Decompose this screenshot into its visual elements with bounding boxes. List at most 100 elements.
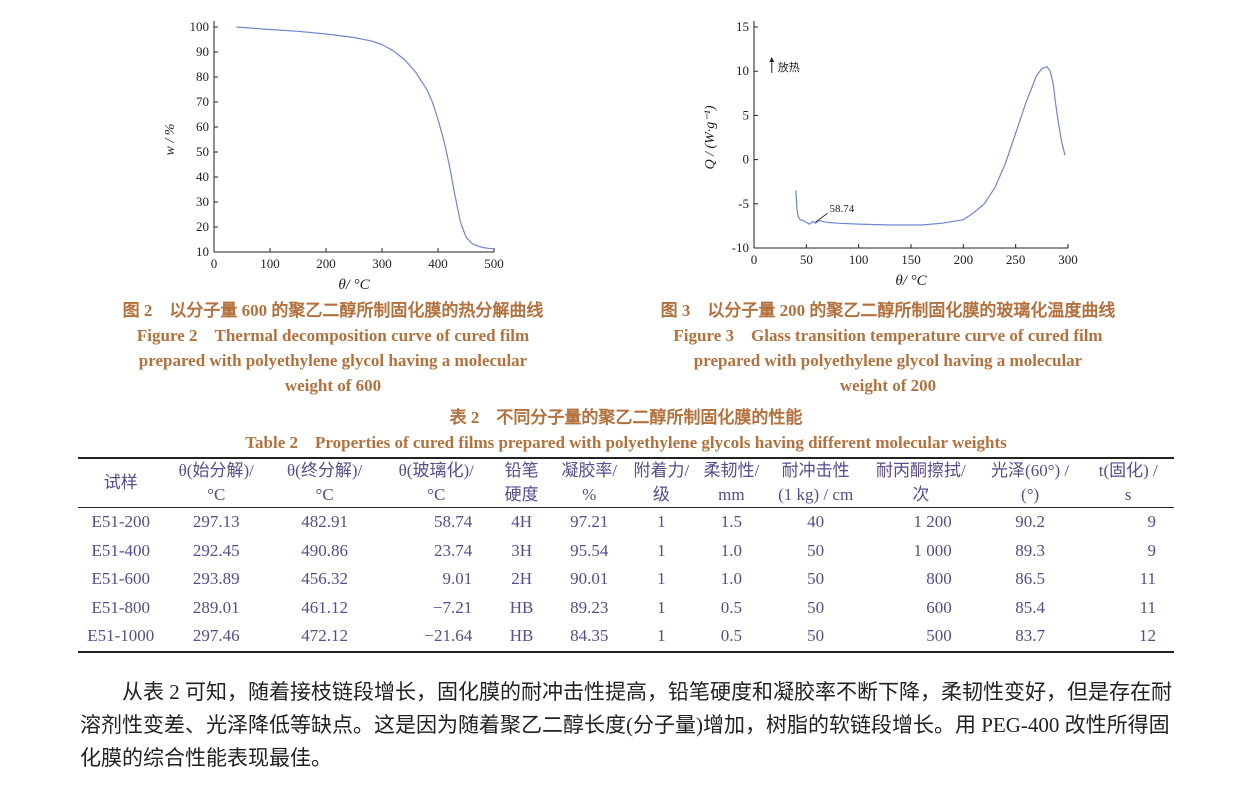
cell-hardness: 4H xyxy=(511,512,532,532)
cell-hardness: 2H xyxy=(511,569,532,589)
cell-onset: 293.89 xyxy=(192,569,240,589)
figure2-caption-en-line3: weight of 600 xyxy=(284,376,382,395)
cell-flexibility: 0.5 xyxy=(720,597,742,617)
table-row: E51-600 293.89 456.32 9.01 2H 90.01 1 1.… xyxy=(78,565,1174,594)
exotherm-arrowhead-icon xyxy=(769,56,775,62)
cell-acetone: 1 200 xyxy=(913,512,952,532)
body-paragraph: 从表 2 可知，随着接枝链段增长，固化膜的耐冲击性提高，铅笔硬度和凝胶率不断下降… xyxy=(80,676,1180,775)
x-axis-label: θ/ °C xyxy=(338,277,370,293)
cell-onset: 292.45 xyxy=(192,540,240,560)
cell-cure-time: 9 xyxy=(1147,540,1157,560)
cell-sample: E51-200 xyxy=(91,512,151,532)
cell-flexibility: 1.5 xyxy=(720,512,742,532)
cell-gloss: 90.2 xyxy=(1015,512,1045,532)
y-axis-label: Q / (W·g⁻¹) xyxy=(703,105,718,169)
x-tick-label: 200 xyxy=(316,256,336,271)
y-tick-label: 15 xyxy=(736,19,749,34)
cell-sample: E51-800 xyxy=(91,597,151,617)
cell-hardness: HB xyxy=(509,626,534,646)
cell-sample: E51-1000 xyxy=(87,626,155,646)
header-flexibility: 柔韧性/mm xyxy=(703,461,760,504)
cell-flexibility: 1.0 xyxy=(720,569,742,589)
cell-end: 490.86 xyxy=(301,540,348,560)
header-end-decomposition: θ(终分解)/°C xyxy=(287,461,363,504)
header-adhesion: 附着力/级 xyxy=(633,461,690,504)
y-tick-label: 10 xyxy=(736,63,749,78)
cell-adhesion: 1 xyxy=(657,597,666,617)
header-gel-rate: 凝胶率/% xyxy=(561,461,618,504)
cell-end: 472.12 xyxy=(301,626,348,646)
cell-flexibility: 1.0 xyxy=(720,540,742,560)
cell-tg: 23.74 xyxy=(434,540,473,560)
cell-gloss: 86.5 xyxy=(1015,569,1045,589)
cell-adhesion: 1 xyxy=(657,540,666,560)
x-tick-label: 150 xyxy=(901,252,921,267)
cell-onset: 297.13 xyxy=(192,512,240,532)
cell-adhesion: 1 xyxy=(657,569,666,589)
x-tick-label: 0 xyxy=(211,256,218,271)
table2-title: 表 2 不同分子量的聚乙二醇所制固化膜的性能 Table 2 Propertie… xyxy=(78,405,1174,455)
y-tick-label: 70 xyxy=(196,94,209,109)
figure2-caption-en-line1: Figure 2 Thermal decomposition curve of … xyxy=(136,326,530,345)
x-tick-label: 0 xyxy=(751,252,758,267)
table-header-row: 试样 θ(始分解)/°C θ(终分解)/°C θ(玻璃化)/°C 铅笔 硬度 凝胶… xyxy=(78,458,1174,508)
cell-cure-time: 12 xyxy=(1139,626,1156,646)
cell-gel: 84.35 xyxy=(570,626,609,646)
thermal-decomposition-chart: 0 100 200 300 400 500 10 20 30 40 50 60 70 80 90 100 θ/ … xyxy=(163,19,504,293)
cell-impact: 50 xyxy=(807,597,825,617)
x-axis-label: θ/ °C xyxy=(895,273,927,289)
cell-tg: −7.21 xyxy=(432,597,473,617)
cell-onset: 289.01 xyxy=(192,597,240,617)
table2-title-cn: 表 2 不同分子量的聚乙二醇所制固化膜的性能 xyxy=(449,408,803,427)
cell-end: 461.12 xyxy=(301,597,348,617)
cell-impact: 50 xyxy=(807,626,825,646)
header-glass-transition: θ(玻璃化)/°C xyxy=(398,461,474,504)
cell-tg: −21.64 xyxy=(424,626,473,646)
header-acetone-rub: 耐丙酮擦拭/次 xyxy=(875,461,966,504)
figure3-caption-en-line2: prepared with polyethylene glycol having… xyxy=(693,351,1083,370)
figure3-caption: 图 3 以分子量 200 的聚乙二醇所制固化膜的玻璃化温度曲线 Figure 3… xyxy=(612,298,1164,398)
figure3-caption-en-line1: Figure 3 Glass transition temperature cu… xyxy=(673,326,1103,345)
cell-end: 482.91 xyxy=(301,512,348,532)
y-tick-label: 20 xyxy=(196,219,209,234)
y-tick-label: 80 xyxy=(196,69,209,84)
cell-adhesion: 1 xyxy=(657,626,666,646)
cell-acetone: 600 xyxy=(926,597,952,617)
y-tick-label: 0 xyxy=(743,152,750,167)
y-tick-label: 40 xyxy=(196,169,209,184)
header-pencil-hardness: 铅笔 硬度 xyxy=(504,461,539,504)
y-tick-label: -5 xyxy=(738,196,749,211)
cell-gel: 97.21 xyxy=(570,512,609,532)
x-tick-label: 300 xyxy=(1058,252,1078,267)
header-sample: 试样 xyxy=(103,473,138,492)
properties-table: 试样 θ(始分解)/°C θ(终分解)/°C θ(玻璃化)/°C 铅笔 硬度 凝胶… xyxy=(78,457,1174,653)
series-line xyxy=(236,26,495,250)
figure3-caption-en-line3: weight of 200 xyxy=(839,376,937,395)
x-tick-label: 400 xyxy=(428,256,448,271)
header-onset-decomposition: θ(始分解)/°C xyxy=(178,461,254,504)
tg-annotation: 58.74 xyxy=(829,203,854,215)
y-tick-label: 5 xyxy=(743,107,750,122)
cell-acetone: 800 xyxy=(926,569,952,589)
cell-onset: 297.46 xyxy=(192,626,240,646)
y-tick-label: 10 xyxy=(196,244,209,259)
cell-cure-time: 11 xyxy=(1139,569,1156,589)
cell-tg: 9.01 xyxy=(442,569,473,589)
series-line xyxy=(795,66,1066,226)
cell-sample: E51-400 xyxy=(91,540,151,560)
cell-end: 456.32 xyxy=(301,569,348,589)
cell-acetone: 1 000 xyxy=(913,540,952,560)
figure2-caption: 图 2 以分子量 600 的聚乙二醇所制固化膜的热分解曲线 Figure 2 T… xyxy=(68,298,598,398)
cell-impact: 50 xyxy=(807,540,825,560)
cell-cure-time: 11 xyxy=(1139,597,1156,617)
y-tick-label: 50 xyxy=(196,144,209,159)
cell-tg: 58.74 xyxy=(434,512,473,532)
figure2-caption-cn: 图 2 以分子量 600 的聚乙二醇所制固化膜的热分解曲线 xyxy=(122,301,544,320)
table-row: E51-800 289.01 461.12 −7.21 HB 89.23 1 0… xyxy=(78,594,1174,623)
paragraph-text: 从表 2 可知，随着接枝链段增长，固化膜的耐冲击性提高，铅笔硬度和凝胶率不断下降… xyxy=(80,680,1172,770)
header-gloss: 光泽(60°) / (°) xyxy=(991,461,1070,504)
cell-hardness: 3H xyxy=(511,540,532,560)
y-tick-label: -10 xyxy=(732,240,749,255)
cell-impact: 50 xyxy=(807,569,825,589)
cell-adhesion: 1 xyxy=(657,512,666,532)
